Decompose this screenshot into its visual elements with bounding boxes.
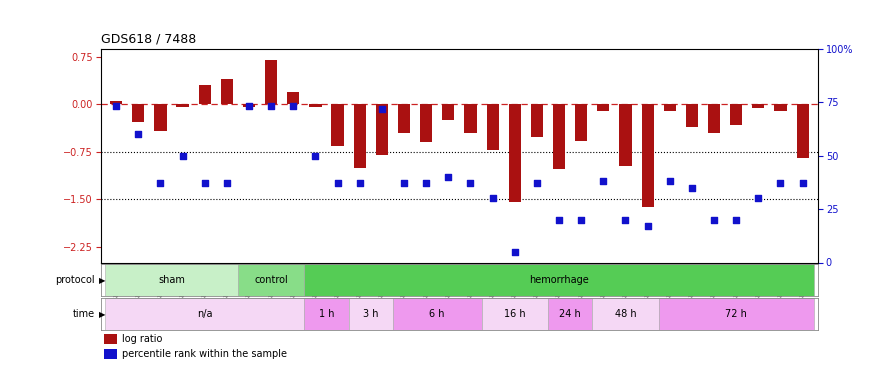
Bar <box>199 86 211 104</box>
Bar <box>110 101 123 104</box>
Bar <box>177 104 189 107</box>
Bar <box>752 104 765 108</box>
Text: GDS618 / 7488: GDS618 / 7488 <box>101 32 196 45</box>
Text: time: time <box>73 309 94 319</box>
Bar <box>508 104 521 202</box>
Bar <box>105 298 304 330</box>
Point <box>308 153 322 159</box>
Text: 16 h: 16 h <box>504 309 526 319</box>
Bar <box>287 92 299 104</box>
Bar <box>132 104 144 122</box>
Bar <box>154 104 166 131</box>
Point <box>619 217 633 223</box>
Bar <box>354 104 366 168</box>
Bar <box>708 104 720 133</box>
Bar <box>481 298 548 330</box>
Bar <box>332 104 344 146</box>
Bar <box>686 104 698 126</box>
Bar <box>310 104 321 107</box>
Text: 3 h: 3 h <box>363 309 379 319</box>
Bar <box>420 104 432 142</box>
Point <box>331 180 345 186</box>
Point <box>640 223 654 229</box>
Text: hemorrhage: hemorrhage <box>529 275 589 285</box>
Bar <box>348 298 393 330</box>
Bar <box>620 104 632 166</box>
Bar <box>592 298 659 330</box>
Text: ▶: ▶ <box>99 276 105 285</box>
Point <box>486 195 500 201</box>
Point <box>574 217 588 223</box>
Bar <box>393 298 481 330</box>
Point <box>795 180 809 186</box>
Bar <box>465 104 477 133</box>
Bar <box>104 334 117 345</box>
Bar <box>598 104 609 111</box>
Text: 48 h: 48 h <box>614 309 636 319</box>
Point <box>707 217 721 223</box>
Bar <box>796 104 808 158</box>
Bar <box>641 104 654 207</box>
Bar <box>220 79 233 104</box>
Point <box>176 153 190 159</box>
Text: percentile rank within the sample: percentile rank within the sample <box>123 349 287 359</box>
Text: control: control <box>255 275 288 285</box>
Point <box>530 180 544 186</box>
Point <box>774 180 788 186</box>
Text: ▶: ▶ <box>99 310 105 319</box>
Bar <box>104 349 117 360</box>
Point <box>662 178 676 184</box>
Text: 1 h: 1 h <box>318 309 334 319</box>
Point <box>264 104 278 110</box>
Point <box>286 104 300 110</box>
Bar <box>375 104 388 155</box>
Bar <box>442 104 454 120</box>
Point <box>729 217 743 223</box>
Bar <box>575 104 587 141</box>
Point <box>397 180 411 186</box>
Bar <box>238 264 304 296</box>
Point <box>109 104 123 110</box>
Point <box>242 104 256 110</box>
Text: 6 h: 6 h <box>430 309 445 319</box>
Point <box>198 180 212 186</box>
Bar <box>304 264 814 296</box>
Bar <box>553 104 565 169</box>
Point <box>131 131 145 137</box>
Bar <box>730 104 742 125</box>
Bar <box>531 104 543 137</box>
Bar <box>265 60 277 104</box>
Point <box>597 178 611 184</box>
Bar <box>105 264 238 296</box>
Text: 72 h: 72 h <box>725 309 747 319</box>
Point <box>685 185 699 191</box>
Point <box>220 180 234 186</box>
Point <box>353 180 367 186</box>
Text: n/a: n/a <box>197 309 213 319</box>
Text: sham: sham <box>158 275 185 285</box>
Point <box>464 180 478 186</box>
Bar <box>774 104 787 111</box>
Bar <box>663 104 676 111</box>
Point <box>374 106 388 112</box>
Bar <box>659 298 814 330</box>
Point <box>419 180 433 186</box>
Bar <box>304 298 348 330</box>
Point <box>507 249 522 255</box>
Bar <box>548 298 592 330</box>
Point <box>752 195 766 201</box>
Bar <box>243 104 256 107</box>
Bar <box>398 104 410 133</box>
Point <box>153 180 167 186</box>
Text: log ratio: log ratio <box>123 334 163 344</box>
Point <box>552 217 566 223</box>
Point <box>441 174 455 180</box>
Text: protocol: protocol <box>55 275 94 285</box>
Text: 24 h: 24 h <box>559 309 581 319</box>
Bar <box>487 104 499 150</box>
